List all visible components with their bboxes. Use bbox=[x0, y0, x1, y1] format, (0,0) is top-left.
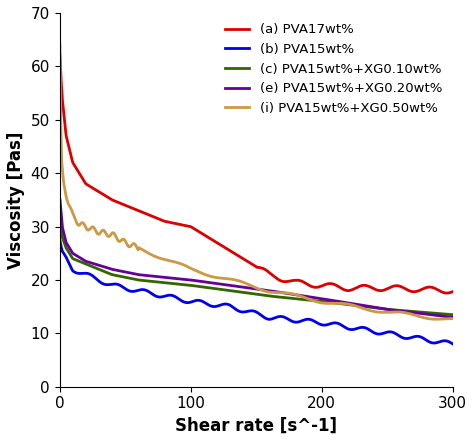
(e) PVA15wt%+XG0.20wt% bbox=[105, 265, 111, 271]
(i) PVA15wt%+XG0.50wt% bbox=[68, 206, 73, 211]
(i) PVA15wt%+XG0.50wt% bbox=[57, 42, 63, 47]
(i) PVA15wt%+XG0.50wt% bbox=[450, 316, 456, 321]
(i) PVA15wt%+XG0.50wt% bbox=[335, 301, 341, 306]
(e) PVA15wt%+XG0.20wt% bbox=[259, 287, 265, 292]
Legend: (a) PVA17wt%, (b) PVA15wt%, (c) PVA15wt%+XG0.10wt%, (e) PVA15wt%+XG0.20wt%, (i) : (a) PVA17wt%, (b) PVA15wt%, (c) PVA15wt%… bbox=[221, 19, 446, 119]
(b) PVA15wt% bbox=[57, 238, 63, 244]
(i) PVA15wt%+XG0.50wt% bbox=[296, 293, 301, 298]
(i) PVA15wt%+XG0.50wt% bbox=[196, 269, 201, 274]
(e) PVA15wt%+XG0.20wt% bbox=[335, 299, 341, 304]
(a) PVA17wt% bbox=[259, 266, 265, 271]
(i) PVA15wt%+XG0.50wt% bbox=[105, 234, 111, 239]
(a) PVA17wt% bbox=[444, 290, 450, 296]
(b) PVA15wt% bbox=[335, 321, 341, 326]
(c) PVA15wt%+XG0.10wt% bbox=[196, 284, 201, 289]
(a) PVA17wt% bbox=[57, 53, 63, 58]
(e) PVA15wt%+XG0.20wt% bbox=[296, 293, 301, 298]
Line: (e) PVA15wt%+XG0.20wt%: (e) PVA15wt%+XG0.20wt% bbox=[60, 200, 453, 317]
(i) PVA15wt%+XG0.50wt% bbox=[259, 288, 265, 293]
(b) PVA15wt% bbox=[196, 297, 201, 303]
(e) PVA15wt%+XG0.20wt% bbox=[57, 197, 63, 202]
(a) PVA17wt% bbox=[450, 289, 456, 294]
(a) PVA17wt% bbox=[105, 195, 111, 200]
(b) PVA15wt% bbox=[450, 341, 456, 347]
(b) PVA15wt% bbox=[105, 282, 111, 287]
Line: (c) PVA15wt%+XG0.10wt%: (c) PVA15wt%+XG0.10wt% bbox=[60, 221, 453, 315]
(c) PVA15wt%+XG0.10wt% bbox=[450, 312, 456, 317]
(a) PVA17wt% bbox=[296, 278, 301, 283]
(c) PVA15wt%+XG0.10wt% bbox=[68, 253, 73, 258]
(c) PVA15wt%+XG0.10wt% bbox=[57, 219, 63, 224]
Line: (a) PVA17wt%: (a) PVA17wt% bbox=[60, 56, 453, 293]
Line: (b) PVA15wt%: (b) PVA15wt% bbox=[60, 241, 453, 344]
(i) PVA15wt%+XG0.50wt% bbox=[433, 316, 439, 322]
(a) PVA17wt% bbox=[68, 152, 73, 157]
(b) PVA15wt% bbox=[296, 319, 301, 324]
(b) PVA15wt% bbox=[68, 264, 73, 270]
(c) PVA15wt%+XG0.10wt% bbox=[335, 301, 341, 306]
(e) PVA15wt%+XG0.20wt% bbox=[68, 248, 73, 253]
(c) PVA15wt%+XG0.10wt% bbox=[105, 271, 111, 276]
Y-axis label: Viscosity [Pas]: Viscosity [Pas] bbox=[7, 131, 25, 269]
X-axis label: Shear rate [s^-1]: Shear rate [s^-1] bbox=[175, 417, 337, 435]
(b) PVA15wt% bbox=[259, 313, 265, 319]
(c) PVA15wt%+XG0.10wt% bbox=[259, 292, 265, 297]
(e) PVA15wt%+XG0.20wt% bbox=[450, 315, 456, 320]
Line: (i) PVA15wt%+XG0.50wt%: (i) PVA15wt%+XG0.50wt% bbox=[60, 44, 453, 319]
(a) PVA17wt% bbox=[196, 229, 201, 234]
(e) PVA15wt%+XG0.20wt% bbox=[196, 278, 201, 284]
(a) PVA17wt% bbox=[335, 284, 341, 289]
(c) PVA15wt%+XG0.10wt% bbox=[296, 296, 301, 301]
